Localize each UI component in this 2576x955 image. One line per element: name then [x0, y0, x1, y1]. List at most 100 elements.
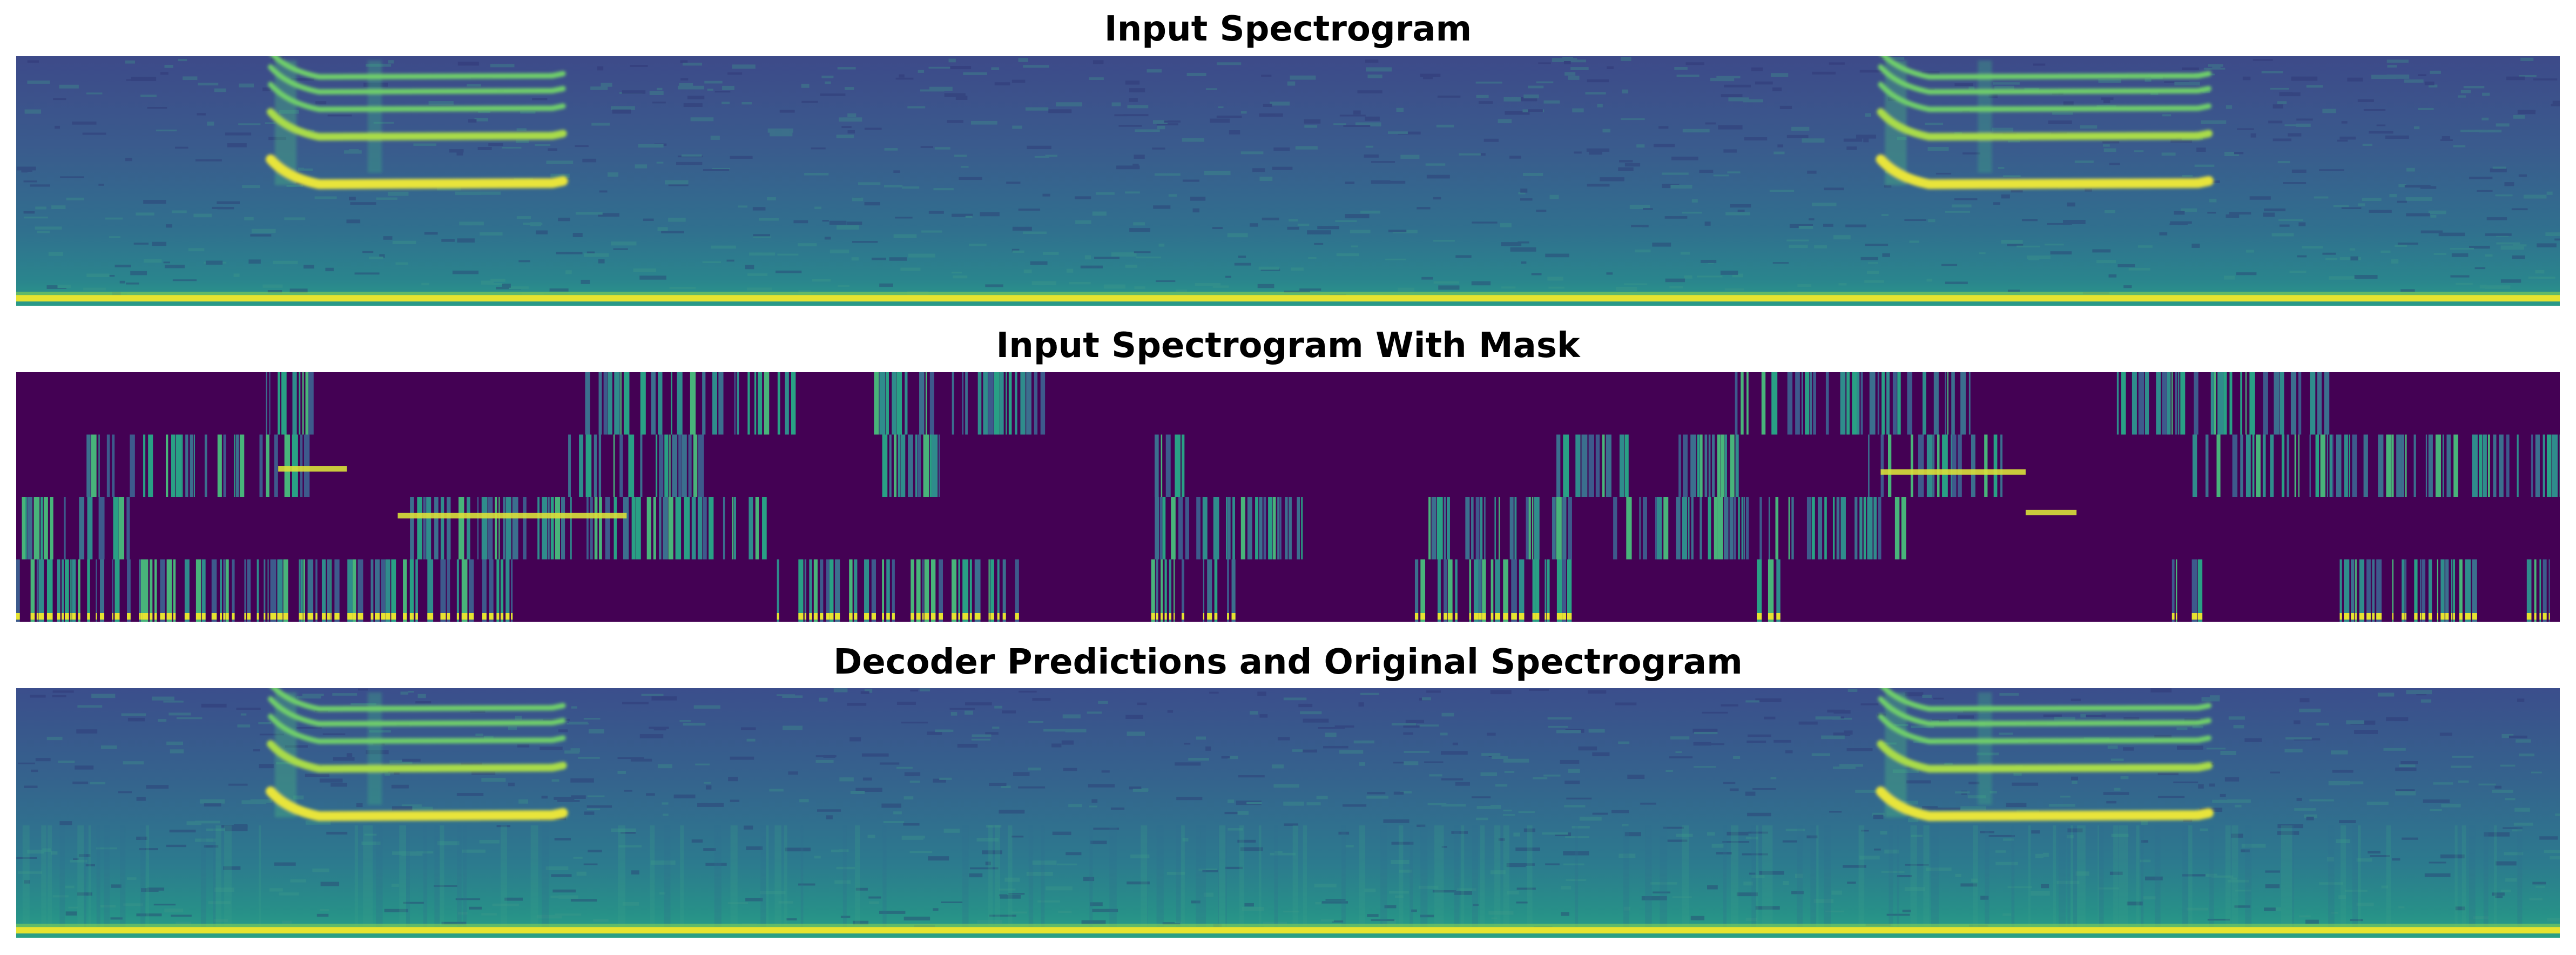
visible-patch: [1878, 497, 1882, 560]
visible-patch: [561, 497, 565, 560]
visible-baseline: [2414, 613, 2418, 620]
visible-patch: [511, 559, 513, 622]
noise-speck: [385, 773, 390, 776]
visible-patch: [352, 559, 356, 622]
noise-speck: [551, 874, 572, 877]
visible-patch: [195, 559, 201, 622]
noise-speck: [421, 283, 429, 286]
noise-speck: [668, 218, 686, 222]
visible-patch: [1708, 434, 1711, 497]
decoder-streak: [1141, 825, 1148, 931]
noise-speck: [1886, 913, 1910, 916]
noise-speck: [1503, 97, 1521, 102]
noise-speck: [2306, 85, 2323, 88]
noise-speck: [356, 803, 363, 808]
noise-speck: [1931, 718, 1953, 722]
noise-speck: [643, 218, 654, 221]
noise-speck: [683, 103, 703, 107]
noise-speck: [1018, 209, 1041, 211]
decoder-streak: [2118, 825, 2125, 931]
baseline-band-glow: [16, 292, 2560, 295]
decoder-streak: [962, 825, 969, 931]
noise-speck: [2349, 781, 2364, 785]
noise-speck: [1505, 111, 1530, 115]
noise-speck: [2350, 919, 2363, 922]
noise-speck: [837, 67, 856, 70]
noise-speck: [391, 784, 409, 789]
visible-patch: [1683, 434, 1688, 497]
visible-patch: [1231, 559, 1236, 622]
noise-speck: [2537, 243, 2557, 247]
noise-speck: [1589, 151, 1602, 155]
noise-speck: [1669, 286, 1683, 288]
noise-speck: [1691, 199, 1698, 203]
noise-speck: [2265, 870, 2281, 873]
visible-baseline: [930, 613, 936, 620]
noise-speck: [319, 909, 329, 911]
decoder-streak: [1858, 825, 1865, 931]
visible-baseline: [2453, 613, 2455, 620]
noise-speck: [2452, 756, 2474, 758]
visible-patch: [1867, 497, 1873, 560]
noise-speck: [1048, 109, 1072, 113]
noise-speck: [1847, 882, 1856, 884]
noise-speck: [1825, 910, 1844, 912]
noise-speck: [1433, 197, 1441, 200]
visible-patch: [1810, 372, 1812, 435]
noise-speck: [2249, 196, 2271, 200]
noise-speck: [1856, 134, 1877, 139]
visible-patch: [755, 497, 759, 560]
noise-speck: [2513, 823, 2533, 826]
visible-baseline: [1164, 613, 1167, 620]
noise-speck: [1786, 134, 1809, 138]
noise-speck: [2071, 698, 2081, 702]
noise-speck: [516, 139, 529, 143]
noise-speck: [746, 846, 763, 850]
noise-speck: [2048, 804, 2075, 807]
decoder-streak: [1751, 825, 1754, 931]
visible-patch: [747, 372, 750, 435]
noise-speck: [2092, 249, 2111, 253]
visible-patch: [374, 559, 380, 622]
visible-patch: [468, 559, 474, 622]
visible-patch: [1447, 559, 1453, 622]
visible-patch: [932, 434, 938, 497]
noise-speck: [2500, 764, 2516, 767]
noise-speck: [730, 799, 740, 802]
noise-speck: [1843, 865, 1866, 868]
noise-speck: [2294, 720, 2301, 724]
mask-row-2: [86, 434, 2560, 497]
noise-speck: [1995, 850, 2006, 853]
noise-speck: [895, 217, 913, 219]
noise-speck: [228, 783, 248, 786]
decoder-streak: [82, 825, 86, 931]
noise-speck: [697, 803, 724, 807]
decoder-streak: [2358, 825, 2361, 931]
noise-speck: [1565, 836, 1589, 838]
noise-speck: [2050, 251, 2072, 255]
noise-speck: [2224, 152, 2239, 156]
noise-speck: [691, 839, 703, 843]
decoder-streak: [2328, 825, 2335, 931]
visible-baseline: [1455, 613, 1458, 620]
visible-patch: [264, 559, 266, 622]
noise-speck: [554, 838, 571, 840]
noise-speck: [2159, 232, 2168, 236]
noise-speck: [1182, 138, 1204, 142]
decoder-streak: [1400, 825, 1404, 931]
visible-patch: [893, 434, 897, 497]
visible-patch: [656, 434, 658, 497]
visible-patch: [274, 434, 278, 497]
noise-speck: [1158, 244, 1165, 247]
visible-patch: [1933, 434, 1935, 497]
noise-speck: [1391, 860, 1410, 864]
visible-patch: [886, 559, 890, 622]
visible-patch: [165, 434, 168, 497]
visible-patch: [423, 497, 426, 560]
noise-speck: [1727, 171, 1741, 173]
noise-speck: [496, 286, 521, 290]
noise-speck: [1578, 746, 1597, 751]
visible-patch: [2376, 559, 2382, 622]
visible-patch: [22, 497, 25, 560]
noise-speck: [2545, 232, 2560, 236]
